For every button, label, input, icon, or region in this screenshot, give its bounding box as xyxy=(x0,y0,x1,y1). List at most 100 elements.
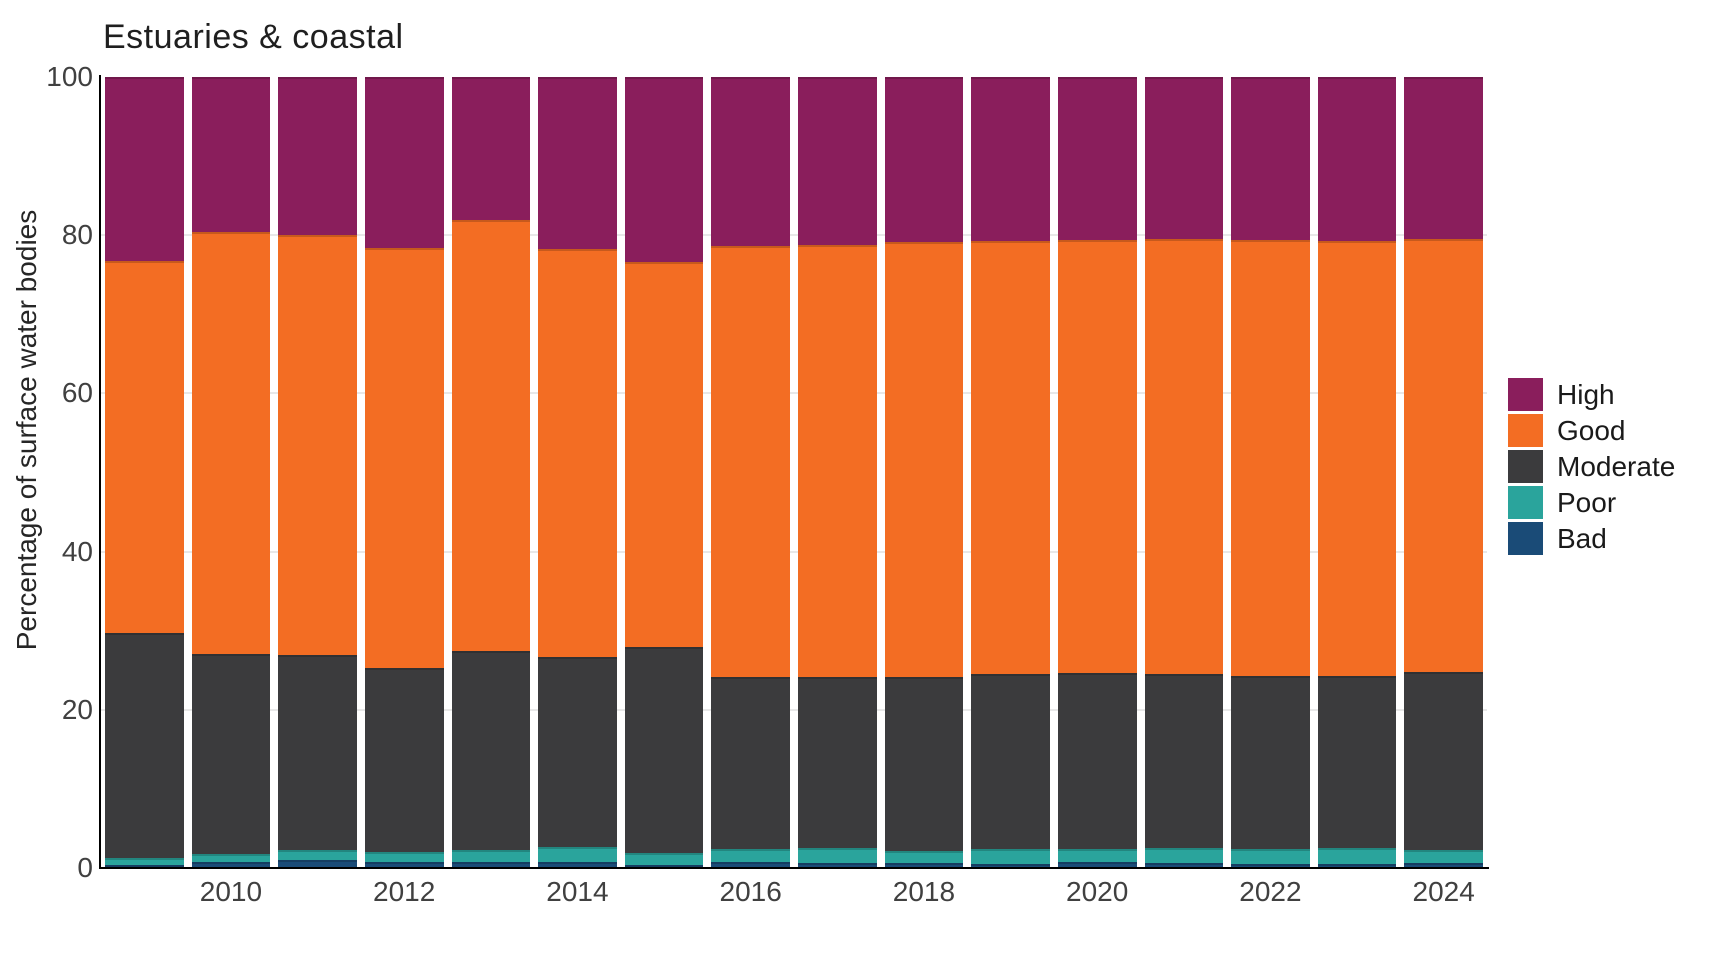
bar-segment-bad xyxy=(1317,864,1397,868)
bar-segment-poor xyxy=(1317,848,1397,865)
y-tick-label: 20 xyxy=(61,693,93,725)
bar-segment-poor xyxy=(1231,849,1310,865)
legend-swatch-bad xyxy=(1508,522,1543,555)
x-tick-label: 2020 xyxy=(1066,876,1129,907)
bar-segment-high xyxy=(624,77,704,263)
gridline xyxy=(101,392,1487,395)
legend-swatch-good xyxy=(1508,414,1543,447)
bar-segment-bad xyxy=(971,864,1050,868)
bar-segment-good xyxy=(884,242,964,677)
bar-segment-good xyxy=(105,261,184,634)
bar-segment-moderate xyxy=(971,674,1050,849)
bar-segment-high xyxy=(798,77,877,246)
x-tick-label: 2018 xyxy=(892,876,956,907)
bar-segment-high xyxy=(451,77,531,221)
bar-segment-moderate xyxy=(278,655,357,850)
gridline xyxy=(101,234,1487,237)
bar-segment-high xyxy=(191,77,271,233)
bar-segment-bad xyxy=(364,862,444,868)
bar-segment-bad xyxy=(798,863,877,868)
bar-segment-bad xyxy=(1144,863,1224,868)
bar-segment-moderate xyxy=(1057,673,1137,849)
x-tick-label: 2022 xyxy=(1239,876,1302,907)
y-axis-line xyxy=(99,75,101,869)
legend-label: Poor xyxy=(1557,486,1617,518)
bar-segment-poor xyxy=(624,852,704,865)
legend-label: Moderate xyxy=(1557,450,1676,482)
bar-segment-bad xyxy=(1231,864,1310,868)
legend-swatch-moderate xyxy=(1508,450,1543,483)
bar-segment-poor xyxy=(1057,849,1137,863)
legend-item: High xyxy=(1508,378,1675,411)
bar-segment-poor xyxy=(1404,849,1483,864)
bar-segment-moderate xyxy=(538,656,617,847)
bar-segment-poor xyxy=(711,849,790,863)
bar-segment-bad xyxy=(451,861,531,868)
bar-segment-poor xyxy=(191,853,271,863)
bar-segment-good xyxy=(711,246,790,677)
bar-segment-good xyxy=(624,262,704,648)
bar-segment-high xyxy=(105,77,184,262)
bar-segment-moderate xyxy=(1231,675,1310,849)
bar-segment-bad xyxy=(1057,862,1137,868)
legend-label: High xyxy=(1557,378,1615,410)
gridline xyxy=(101,550,1487,553)
bar-segment-good xyxy=(971,240,1050,675)
legend-swatch-high xyxy=(1508,378,1543,411)
bar-segment-high xyxy=(1404,77,1483,240)
bar-segment-moderate xyxy=(711,676,790,849)
y-tick-label: 80 xyxy=(61,219,93,251)
bar-segment-high xyxy=(711,77,790,247)
bar-segment-poor xyxy=(364,852,444,863)
bar-segment-bad xyxy=(538,862,617,868)
bar-segment-high xyxy=(1057,77,1137,240)
y-tick-label: 40 xyxy=(61,535,93,567)
bar-segment-moderate xyxy=(1404,671,1483,850)
bar-segment-moderate xyxy=(798,677,877,849)
x-tick-label: 2016 xyxy=(719,876,782,907)
bar-segment-high xyxy=(971,77,1050,241)
bar-segment-good xyxy=(278,235,357,656)
x-axis-line xyxy=(99,867,1489,869)
bar-segment-high xyxy=(538,77,617,250)
bar-segment-good xyxy=(798,245,877,678)
bar-segment-good xyxy=(1057,239,1137,674)
bar-segment-moderate xyxy=(191,653,271,854)
legend-item: Good xyxy=(1508,414,1675,447)
bar-segment-moderate xyxy=(364,667,444,853)
bar-segment-moderate xyxy=(1144,674,1224,849)
bar-segment-high xyxy=(364,77,444,248)
legend-label: Bad xyxy=(1557,522,1607,554)
bar-segment-good xyxy=(364,247,444,668)
bar-segment-bad xyxy=(191,862,271,868)
bar-segment-good xyxy=(1231,239,1310,676)
bar-segment-moderate xyxy=(105,633,184,858)
bar-segment-poor xyxy=(451,849,531,862)
x-tick-label: 2010 xyxy=(199,876,263,907)
legend-swatch-poor xyxy=(1508,486,1543,519)
y-axis-label: Percentage of surface water bodies xyxy=(11,209,42,651)
bar-segment-bad xyxy=(884,863,964,868)
bar-segment-bad xyxy=(105,864,184,868)
bar-segment-moderate xyxy=(1317,675,1397,849)
bar-segment-poor xyxy=(884,850,964,864)
y-tick-label: 0 xyxy=(77,852,93,883)
bar-segment-poor xyxy=(1144,848,1224,864)
bar-segment-bad xyxy=(624,864,704,868)
y-tick-label: 60 xyxy=(61,377,93,409)
bar-segment-moderate xyxy=(884,676,964,851)
legend-label: Good xyxy=(1557,414,1626,446)
bar-segment-good xyxy=(538,249,617,657)
bar-segment-poor xyxy=(105,857,184,865)
bar-segment-poor xyxy=(278,849,357,861)
bar-segment-high xyxy=(1144,77,1224,240)
bar-segment-bad xyxy=(711,862,790,868)
bar-segment-high xyxy=(1231,77,1310,240)
bar-segment-poor xyxy=(538,846,617,863)
bar-segment-bad xyxy=(278,860,357,868)
bar-segment-high xyxy=(1317,77,1397,241)
legend: High Good Moderate Poor Bad xyxy=(1508,378,1675,558)
bar-segment-moderate xyxy=(451,651,531,850)
bar-segment-bad xyxy=(1404,863,1483,868)
